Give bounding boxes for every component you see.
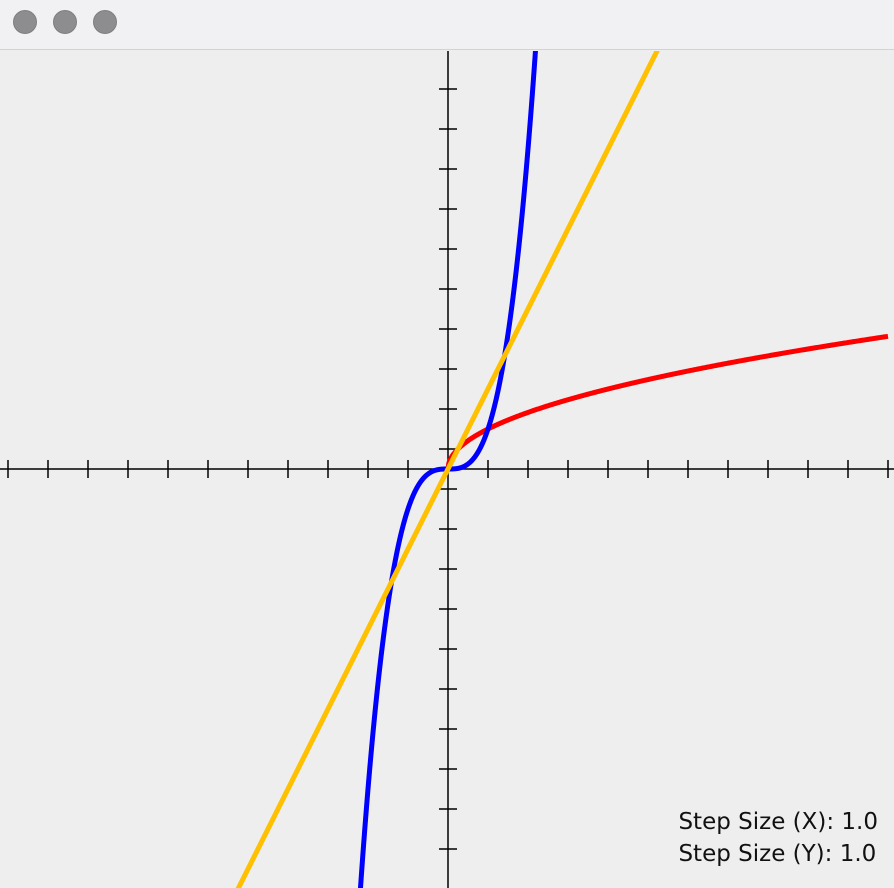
step-size-y: Step Size (Y): 1.0 bbox=[678, 838, 878, 870]
plot-area: Step Size (X): 1.0 Step Size (Y): 1.0 bbox=[0, 51, 894, 888]
title-bar bbox=[0, 0, 894, 50]
series-line-2x bbox=[235, 51, 660, 888]
zoom-button[interactable] bbox=[93, 10, 117, 34]
step-size-y-label: Step Size (Y): bbox=[678, 841, 833, 867]
close-button[interactable] bbox=[13, 10, 37, 34]
series-layer bbox=[235, 51, 890, 888]
step-size-x-label: Step Size (X): bbox=[678, 809, 835, 835]
function-plot bbox=[0, 51, 894, 888]
step-size-x: Step Size (X): 1.0 bbox=[678, 806, 878, 838]
step-size-y-value: 1.0 bbox=[839, 841, 877, 867]
step-size-x-value: 1.0 bbox=[841, 809, 878, 835]
series-line-sqrt-x bbox=[445, 333, 890, 470]
minimize-button[interactable] bbox=[53, 10, 77, 34]
step-size-readout: Step Size (X): 1.0 Step Size (Y): 1.0 bbox=[678, 806, 878, 870]
